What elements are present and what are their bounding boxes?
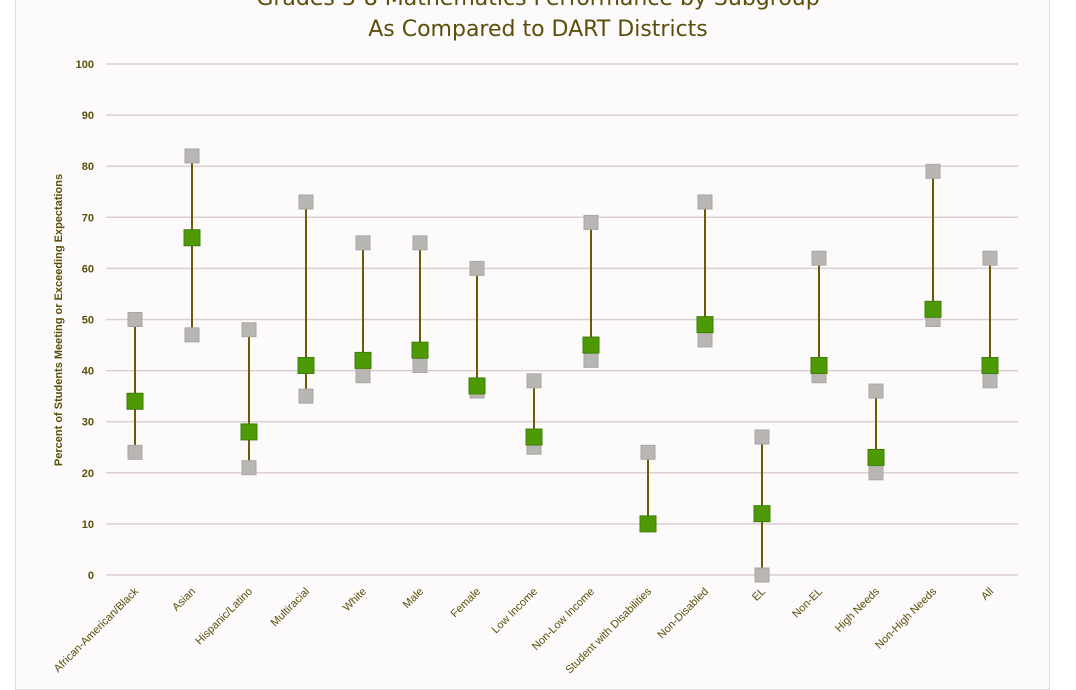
high-marker [640, 444, 656, 460]
low-marker [412, 357, 428, 373]
chart-title-line2: As Compared to DART Districts [368, 17, 708, 42]
y-tick-label: 20 [82, 468, 94, 480]
x-tick-label: EL [750, 586, 768, 604]
low-marker [241, 460, 257, 476]
value-marker [753, 505, 771, 523]
x-tick-label: Asian [170, 586, 198, 614]
x-tick-label: Non-Disabled [656, 586, 712, 642]
x-tick-label: High Needs [833, 585, 882, 634]
high-marker [184, 148, 200, 164]
y-tick-label: 90 [82, 110, 94, 122]
high-marker [811, 250, 827, 266]
low-marker [697, 332, 713, 348]
x-tick-label: White [341, 586, 369, 614]
x-tick-label: Non-Low Income [530, 586, 597, 653]
value-marker [867, 448, 885, 466]
x-tick-label: Non-EL [790, 586, 825, 621]
value-marker [810, 356, 828, 374]
x-tick-label: Hispanic/Latino [193, 586, 255, 648]
x-tick-label: Female [449, 586, 483, 620]
x-tick-label: Male [401, 586, 426, 611]
high-marker [697, 194, 713, 210]
value-marker [297, 356, 315, 374]
y-tick-label: 0 [88, 570, 94, 582]
y-tick-label: 100 [76, 59, 94, 71]
high-marker [469, 260, 485, 276]
y-tick-label: 80 [82, 161, 94, 173]
high-marker [754, 429, 770, 445]
high-marker [298, 194, 314, 210]
x-tick-label: Multiracial [269, 586, 312, 629]
high-marker [127, 312, 143, 327]
low-marker [184, 327, 200, 343]
high-marker [355, 235, 371, 251]
x-tick-label: All [979, 586, 996, 603]
low-marker [298, 388, 314, 404]
value-marker [639, 515, 657, 533]
chart-plot: 0 10 20 30 40 50 60 70 80 90 100 Percent of Student… [52, 59, 1018, 675]
x-tick-label: Low Income [490, 586, 540, 636]
value-marker [240, 423, 258, 441]
low-marker [868, 465, 884, 481]
y-tick-label: 30 [82, 417, 94, 429]
value-marker [411, 341, 429, 359]
high-marker [526, 373, 542, 389]
low-marker [583, 352, 599, 368]
high-marker [583, 214, 599, 230]
value-marker [696, 316, 714, 334]
value-marker [924, 300, 942, 318]
low-marker [127, 444, 143, 460]
x-tick-label: African-American/Black [52, 585, 142, 675]
high-marker [925, 163, 941, 179]
high-marker [241, 322, 257, 338]
value-marker [183, 229, 201, 247]
y-tick-label: 10 [82, 519, 94, 531]
value-marker [126, 392, 144, 410]
high-marker [982, 250, 998, 266]
y-tick-label: 70 [82, 212, 94, 224]
value-marker [525, 428, 543, 446]
y-axis-label: Percent of Students Meeting or Exceeding… [53, 174, 65, 466]
high-marker [868, 383, 884, 399]
chart-title-line1: Grades 3-8 Mathematics Performance by Su… [0, 0, 1076, 11]
value-marker [981, 356, 999, 374]
x-tick-label: Non-High Needs [873, 585, 939, 651]
low-marker [355, 368, 371, 384]
y-tick-label: 40 [82, 366, 94, 378]
y-tick-label: 50 [82, 315, 94, 327]
value-marker [582, 336, 600, 354]
value-marker [354, 351, 372, 369]
high-marker [412, 235, 428, 251]
low-marker [754, 567, 770, 583]
low-marker [982, 373, 998, 389]
value-marker [468, 377, 486, 395]
y-tick-label: 60 [82, 263, 94, 275]
